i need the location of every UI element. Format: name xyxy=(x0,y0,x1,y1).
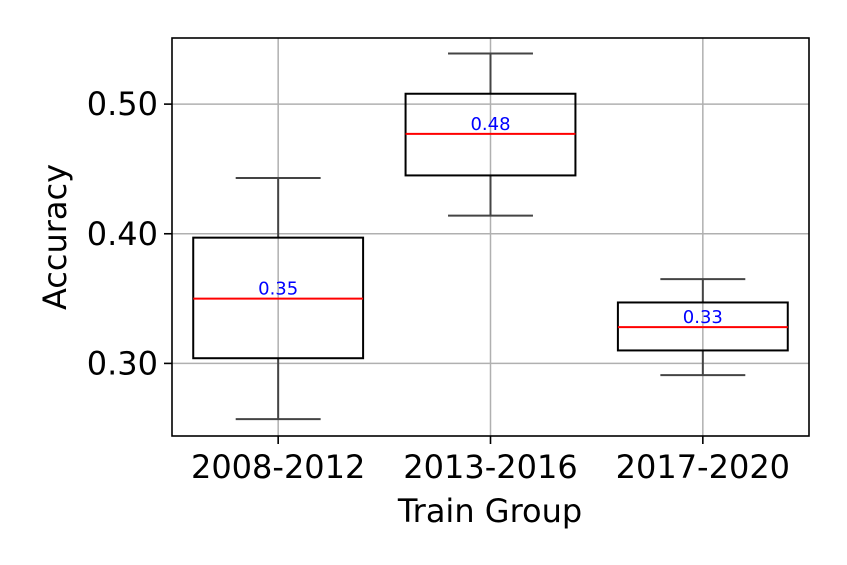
x-tick-label: 2008-2012 xyxy=(191,448,365,486)
y-tick-label: 0.40 xyxy=(87,215,158,253)
x-tick-label: 2013-2016 xyxy=(403,448,577,486)
box-group: 0.48 xyxy=(404,52,577,217)
median-value-label: 0.33 xyxy=(683,307,723,328)
boxes: 0.35 0.48 0.33 xyxy=(192,52,789,421)
box-group: 0.35 xyxy=(192,177,365,421)
median-value-label: 0.48 xyxy=(470,114,510,135)
ticks: 0.30 0.40 0.50 2008-2012 2013-2016 2017-2020 xyxy=(87,85,790,486)
x-tick-label: 2017-2020 xyxy=(616,448,790,486)
median-value-label: 0.35 xyxy=(258,279,298,300)
y-tick-label: 0.30 xyxy=(87,344,158,382)
y-tick-label: 0.50 xyxy=(87,85,158,123)
y-axis-label: Accuracy xyxy=(36,164,74,310)
box-group: 0.33 xyxy=(616,278,789,377)
x-axis-label: Train Group xyxy=(397,492,582,530)
